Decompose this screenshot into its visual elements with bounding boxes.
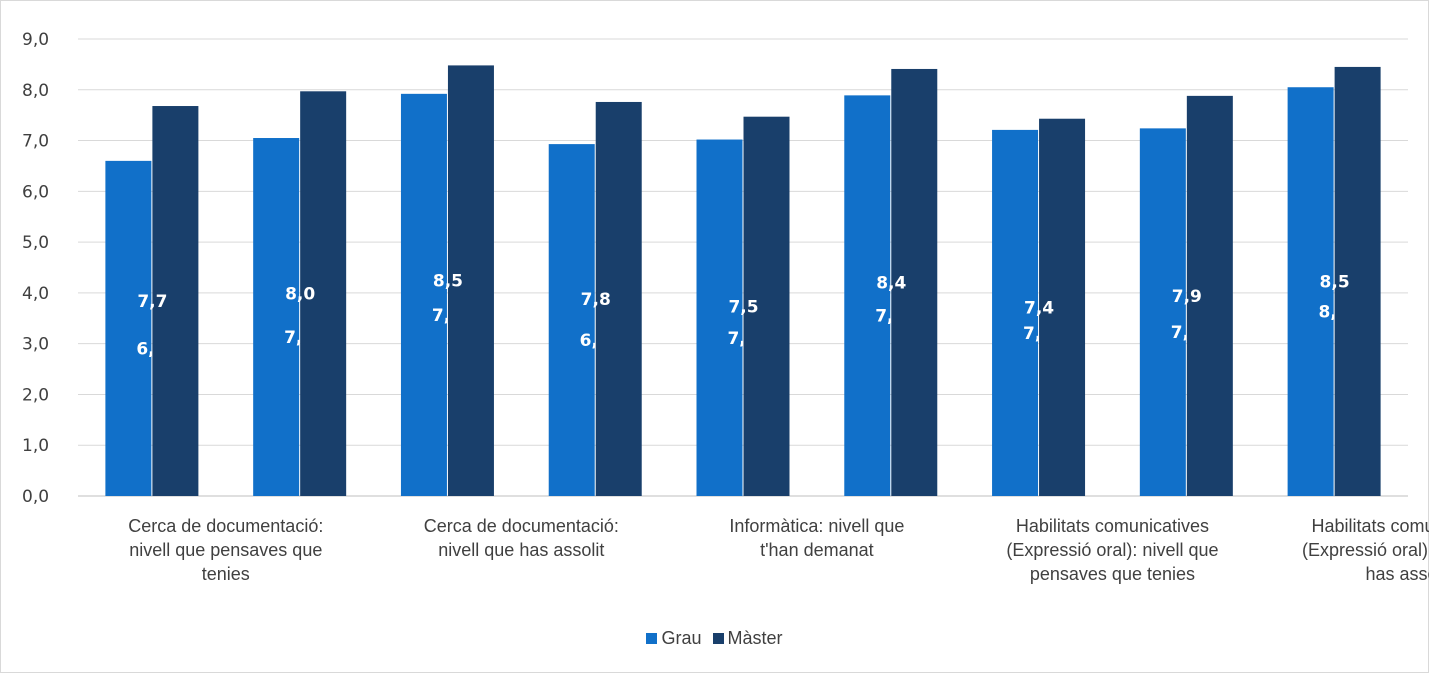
legend-item-grau: Grau — [646, 628, 702, 649]
bar-master — [152, 106, 199, 496]
x-category-label: Informàtica: nivell que — [729, 516, 904, 536]
y-tick-label: 5,0 — [22, 233, 49, 253]
bar-master — [1334, 66, 1381, 496]
legend-label-grau: Grau — [661, 628, 702, 648]
bar-master — [1186, 95, 1233, 497]
y-tick-label: 2,0 — [22, 385, 49, 405]
data-label: 8,4 — [876, 273, 906, 293]
y-tick-label: 9,0 — [22, 30, 49, 50]
x-category-label: (Expressió oral): nivell que — [1006, 540, 1218, 560]
y-tick-label: 4,0 — [22, 284, 49, 304]
data-label: 7,4 — [1024, 298, 1054, 318]
legend-swatch-master — [712, 633, 724, 644]
y-tick-label: 8,0 — [22, 81, 49, 101]
bar-grau — [548, 144, 595, 497]
legend: Grau Màster — [0, 628, 1429, 649]
legend-item-master: Màster — [712, 628, 783, 649]
data-label: 7,8 — [581, 290, 611, 310]
x-category-label: nivell que pensaves que — [129, 540, 322, 560]
data-label: 7,7 — [137, 292, 167, 312]
x-category-label: Habilitats comunicatives — [1311, 516, 1429, 536]
data-label: 8,5 — [433, 272, 463, 292]
x-category-label: tenies — [202, 564, 250, 584]
y-tick-label: 7,0 — [22, 132, 49, 152]
bar-grau — [400, 93, 447, 496]
bar-master — [743, 116, 790, 496]
y-tick-label: 1,0 — [22, 436, 49, 456]
data-label: 8,0 — [285, 285, 315, 305]
bar-master — [891, 68, 938, 496]
bar-grau — [1139, 128, 1186, 496]
bar-grau — [105, 160, 152, 496]
legend-label-master: Màster — [727, 628, 783, 648]
bar-grau — [992, 129, 1039, 497]
x-category-label: (Expressió oral): nivell que — [1302, 540, 1429, 560]
x-category-label: Cerca de documentació: — [128, 516, 323, 536]
legend-swatch-grau — [646, 633, 658, 644]
bar-master — [1039, 118, 1086, 497]
bar-master — [447, 65, 494, 496]
x-category-label: Cerca de documentació: — [424, 516, 619, 536]
data-label: 7,5 — [728, 297, 758, 317]
y-tick-label: 0,0 — [22, 487, 49, 507]
bar-grau — [844, 95, 891, 496]
x-category-label: pensaves que tenies — [1030, 564, 1195, 584]
y-tick-label: 3,0 — [22, 335, 49, 355]
data-label: 7,9 — [1172, 287, 1202, 307]
bar-master — [595, 101, 642, 496]
bar-grau — [1287, 87, 1334, 496]
x-category-label: has assolit — [1365, 564, 1429, 584]
x-category-label: Habilitats comunicatives — [1016, 516, 1209, 536]
data-label: 8,5 — [1320, 272, 1350, 292]
bar-grau — [696, 139, 743, 497]
y-tick-label: 6,0 — [22, 182, 49, 202]
bar-master — [300, 91, 347, 496]
bar-grau — [253, 138, 300, 496]
x-category-label: t'han demanat — [760, 540, 874, 560]
x-category-label: nivell que has assolit — [438, 540, 604, 560]
